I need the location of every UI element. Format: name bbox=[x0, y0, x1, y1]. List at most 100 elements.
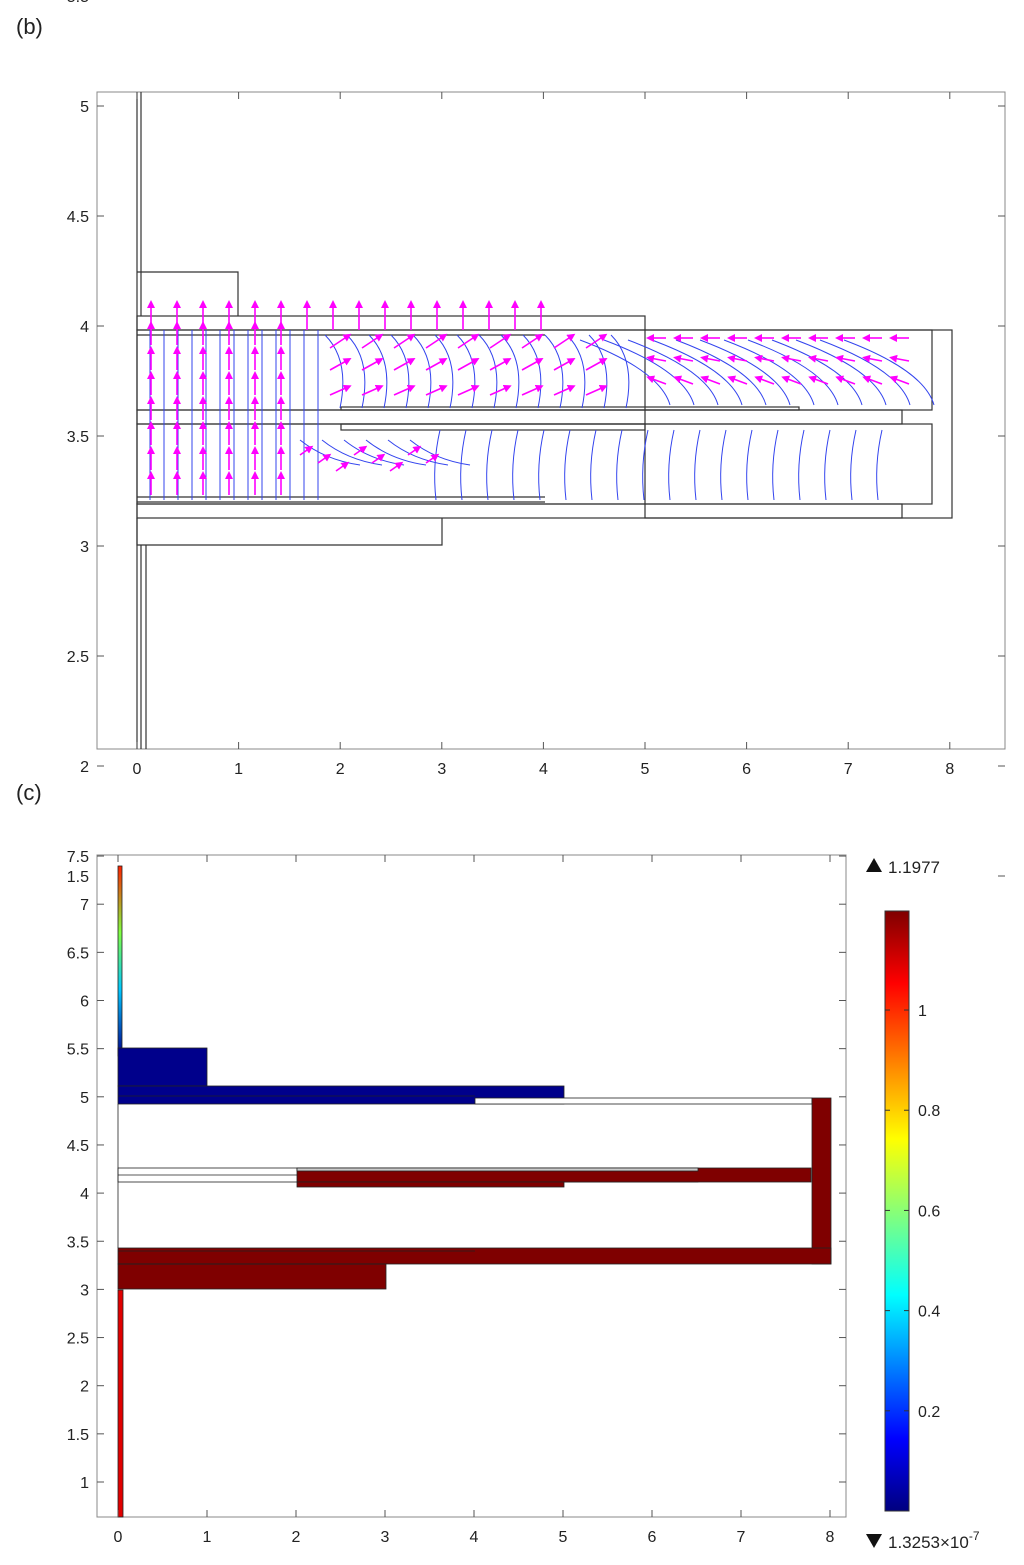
field-arrow bbox=[862, 354, 883, 363]
x-tick-label: 1 bbox=[203, 1529, 212, 1546]
streamline bbox=[772, 429, 779, 501]
y-tick-label: 3 bbox=[80, 539, 89, 556]
streamline bbox=[522, 334, 542, 409]
streamline bbox=[843, 339, 935, 406]
y-tick-label: 5.5 bbox=[67, 1042, 89, 1059]
field-arrow bbox=[862, 375, 883, 385]
x-tick-label: 4 bbox=[470, 1529, 479, 1546]
streamline bbox=[512, 429, 519, 501]
y-tick-label: 2.5 bbox=[67, 1331, 89, 1348]
field-arrow bbox=[553, 333, 576, 349]
field-arrow bbox=[489, 358, 512, 371]
field-arrow bbox=[754, 354, 775, 363]
y-tick-label: 1.5 bbox=[67, 1427, 89, 1444]
streamline bbox=[651, 339, 743, 406]
streamline bbox=[588, 334, 608, 409]
streamline bbox=[694, 429, 701, 501]
x-tick-label: 2 bbox=[336, 761, 345, 778]
streamline bbox=[876, 429, 883, 501]
streamline bbox=[321, 439, 383, 466]
field-arrow bbox=[389, 461, 404, 472]
field-arrow bbox=[371, 453, 386, 464]
y-tick-label: 5 bbox=[80, 1090, 89, 1107]
field-arrow bbox=[553, 384, 576, 396]
streamline bbox=[627, 339, 719, 406]
streamline bbox=[478, 334, 498, 409]
field-arrow bbox=[329, 384, 352, 396]
streamline bbox=[616, 429, 623, 501]
block-red-right bbox=[811, 1097, 832, 1265]
streamline bbox=[387, 439, 449, 466]
y-tick-label: 5 bbox=[80, 99, 89, 116]
field-arrow bbox=[425, 358, 448, 371]
x-tick-label: 7 bbox=[737, 1529, 746, 1546]
field-arrow bbox=[425, 333, 448, 349]
field-arrow bbox=[457, 384, 480, 396]
streamline bbox=[579, 339, 671, 406]
field-arrow bbox=[329, 333, 352, 349]
cb-tick-label: 0.4 bbox=[918, 1304, 940, 1321]
y-tick-label: 6 bbox=[80, 994, 89, 1011]
cb-tick-label: 0.6 bbox=[918, 1203, 940, 1220]
colorbar-gradient bbox=[884, 910, 910, 1512]
x-tick-label: 2 bbox=[292, 1529, 301, 1546]
streamline bbox=[390, 334, 410, 409]
field-arrow bbox=[727, 375, 748, 385]
field-arrow bbox=[700, 354, 721, 363]
y-tick-label: 7 bbox=[80, 897, 89, 914]
colorbar-max-label: 1.1977 bbox=[888, 858, 940, 877]
field-arrow bbox=[489, 333, 512, 349]
cb-tick-label: 0.2 bbox=[918, 1404, 940, 1421]
streamline bbox=[642, 429, 649, 501]
panel-c-fields bbox=[117, 865, 832, 1518]
y-tick-label: 4 bbox=[80, 319, 89, 336]
field-arrow bbox=[835, 354, 856, 363]
block-blue-long bbox=[117, 1085, 565, 1105]
field-arrow bbox=[646, 375, 667, 385]
streamline bbox=[434, 429, 441, 501]
x-tick-label: 3 bbox=[437, 761, 446, 778]
streamline bbox=[603, 339, 695, 406]
y-tick-label: 1.5 bbox=[67, 869, 89, 886]
field-arrow bbox=[457, 333, 480, 349]
y-tick-label: 7.5 bbox=[67, 849, 89, 866]
panel-c-x-ticks: 0 1 2 3 4 5 6 7 8 bbox=[114, 855, 835, 1546]
field-arrow bbox=[754, 375, 775, 385]
field-arrow bbox=[585, 333, 608, 349]
panel-b-y-ticks: 76.565.554.543.532.521.5 bbox=[67, 0, 1005, 886]
field-arrow bbox=[889, 375, 910, 385]
panel-b-arrows bbox=[147, 300, 910, 495]
field-arrow bbox=[521, 384, 544, 396]
field-arrow bbox=[521, 358, 544, 371]
y-tick-label: 2 bbox=[80, 1379, 89, 1396]
y-tick-label: 3.5 bbox=[67, 429, 89, 446]
x-tick-label: 6 bbox=[648, 1529, 657, 1546]
max-marker-icon bbox=[866, 858, 882, 872]
y-tick-label: 4 bbox=[80, 1186, 89, 1203]
x-tick-label: 5 bbox=[559, 1529, 568, 1546]
streamline bbox=[795, 339, 887, 406]
y-tick-label: 1 bbox=[80, 1475, 89, 1492]
panel-b-streamlines bbox=[149, 330, 935, 501]
field-arrow bbox=[329, 358, 352, 371]
streamline bbox=[590, 429, 597, 501]
field-arrow bbox=[727, 354, 748, 363]
x-tick-label: 3 bbox=[381, 1529, 390, 1546]
field-arrow bbox=[353, 445, 368, 456]
colorbar-ticks: 1 0.8 0.6 0.4 0.2 bbox=[885, 1003, 940, 1421]
streamline bbox=[771, 339, 863, 406]
x-tick-label: 5 bbox=[641, 761, 650, 778]
field-arrow bbox=[889, 354, 910, 363]
block-red-lower bbox=[117, 1247, 832, 1265]
field-arrow bbox=[700, 375, 721, 385]
colorbar-min-label: 1.3253×10-7 bbox=[888, 1529, 980, 1552]
field-arrow bbox=[521, 333, 544, 349]
block-blue-top bbox=[117, 1047, 208, 1087]
streamline bbox=[456, 334, 476, 409]
x-tick-label: 8 bbox=[945, 761, 954, 778]
x-tick-label: 4 bbox=[539, 761, 548, 778]
streamline bbox=[747, 339, 839, 406]
panel-c-y-ticks: 7.5 7 6.5 6 5.5 5 4.5 4 3.5 3 2.5 2 1.5 1 bbox=[67, 849, 846, 1492]
field-arrow bbox=[808, 375, 829, 385]
